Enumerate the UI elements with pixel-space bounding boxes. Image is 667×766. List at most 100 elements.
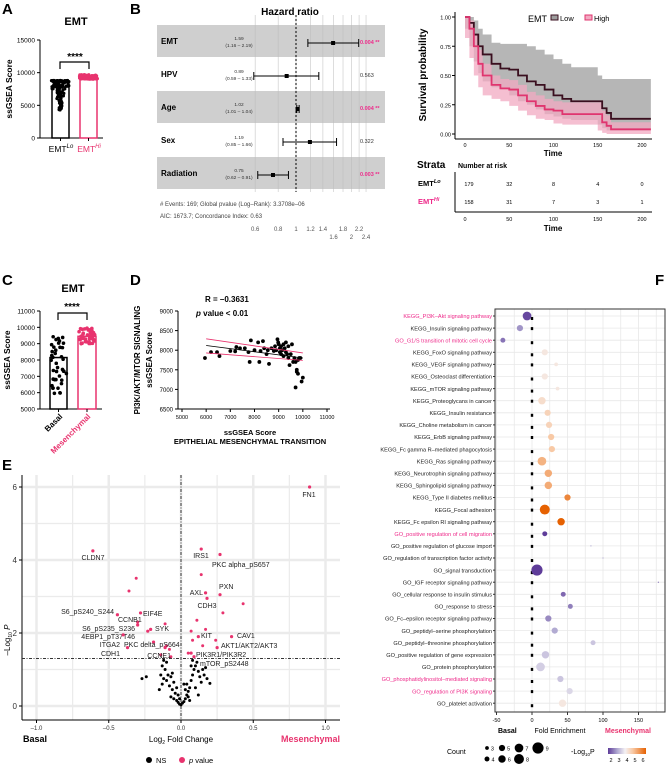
panel-d-plot: 6500 7000 7500 8000 8500 9000 5000 6000 7000 8000…: [160, 310, 335, 422]
forest-point: [295, 107, 300, 111]
category-name: EMT: [77, 144, 95, 154]
forest-x-tick-label: 1.6: [329, 235, 338, 241]
legend-p-rest: value: [193, 756, 213, 765]
data-point: [49, 358, 53, 363]
y-tick-label: 8000: [21, 358, 36, 365]
legend-p-swatch: [179, 757, 185, 763]
term-label: GO_signal transduction: [434, 568, 492, 574]
km-xlabel: Time: [544, 149, 563, 158]
zero-marker: [530, 617, 534, 621]
zero-marker: [530, 472, 534, 476]
point-label: CCNB1: [118, 617, 142, 624]
km-x-tick-label: 0: [463, 143, 466, 149]
enrichment-point: [554, 362, 558, 367]
panel-label-c: C: [2, 272, 13, 289]
zero-marker: [530, 353, 534, 357]
term-label: KEGG_PI3K–Akt signaling pathway: [403, 314, 492, 320]
data-point: [61, 341, 66, 345]
enrichment-point: [544, 469, 553, 478]
color-legend-tick: 5: [633, 758, 636, 764]
significant-point: [241, 602, 245, 606]
point-label: IRS1: [193, 553, 209, 560]
data-point: [83, 73, 87, 77]
significant-point: [149, 627, 153, 631]
xlabel-rest: Fold Change: [165, 735, 214, 744]
significant-point: [121, 633, 125, 637]
enrichment-right-label: Mesenchymal: [605, 728, 651, 735]
data-point: [53, 348, 58, 353]
risk-count: 4: [596, 182, 599, 188]
enrichment-point: [536, 662, 545, 672]
data-point: [51, 79, 55, 83]
zero-marker: [530, 690, 534, 694]
ns-point: [170, 671, 174, 675]
forest-ci-text: (1.01 – 1.04): [225, 109, 253, 115]
zero-marker: [530, 680, 534, 683]
ns-point: [160, 664, 164, 668]
term-label: KEGG_FoxO signaling pathway: [413, 351, 492, 357]
data-point: [59, 381, 64, 386]
data-point: [261, 339, 265, 344]
km-legend-swatch: [550, 14, 559, 21]
data-point: [58, 345, 62, 350]
enrichment-point: [566, 688, 573, 695]
risk-row-label: EMTLo: [418, 179, 441, 188]
enrichment-point: [548, 433, 555, 441]
y-tick-label: 7000: [21, 374, 36, 381]
data-point: [51, 368, 56, 373]
forest-x-tick-label: 0.6: [251, 227, 260, 233]
y-tick-label: 9000: [21, 341, 36, 348]
forest-hr-value: 0.75: [234, 168, 244, 174]
size-legend-label: 5: [507, 747, 510, 753]
size-legend-dot: [514, 743, 524, 753]
significant-point: [159, 653, 163, 657]
p-rest: value < 0.01: [201, 309, 249, 318]
ns-point: [159, 673, 163, 677]
ns-point: [166, 673, 170, 677]
forest-ci-text: (0.59 – 1.33): [225, 76, 253, 82]
point-label: SYK: [155, 626, 169, 633]
point-label: S6_pS240_S244: [61, 609, 114, 616]
size-legend-label: 8: [526, 758, 529, 764]
significant-point: [163, 622, 167, 626]
color-legend-gradient: [608, 748, 646, 754]
zero-marker: [530, 436, 534, 439]
enrichment-xlabel: Fold Enrichment: [535, 728, 586, 735]
data-point: [284, 340, 288, 345]
zero-marker: [530, 607, 534, 611]
x-tick-label: 7000: [224, 415, 236, 421]
forest-ci-text: (0.62 – 0.91): [225, 175, 253, 181]
zero-marker: [530, 581, 534, 585]
risk-count: 8: [552, 182, 555, 188]
data-point: [51, 87, 55, 91]
ns-point: [167, 684, 171, 688]
ns-point: [195, 660, 199, 664]
enrichment-point: [551, 627, 558, 634]
forest-ci-text: (0.85 – 1.66): [225, 142, 253, 148]
data-point: [233, 349, 238, 354]
data-point: [238, 346, 242, 351]
term-label: GO_peptidyl–serine phosphorylation: [402, 629, 493, 635]
data-point: [66, 82, 70, 86]
ns-point: [173, 691, 177, 695]
x-category-label: EMTHi: [77, 144, 101, 154]
panel-d-xlabel-2: EPITHELIAL MESENCHYMAL TRANSITION: [174, 437, 326, 446]
km-x-tick-label: 100: [549, 143, 558, 149]
enrichment-point: [555, 386, 560, 391]
point-label: mTOR_pS2448: [200, 661, 249, 668]
color-legend-rest: P: [590, 749, 595, 756]
data-point: [248, 338, 253, 343]
term-label: GO_regulation of PI3K signaling: [412, 689, 492, 695]
point-label: KIT: [201, 633, 213, 640]
point-label: 4EBP1_pT37T46: [81, 634, 135, 641]
x-category-label: EMTLo: [49, 144, 74, 154]
enrichment-point: [545, 615, 552, 622]
volcano-legend: NS p value: [146, 756, 213, 765]
bar-high: [79, 75, 98, 139]
enrichment-point: [542, 531, 548, 537]
data-point: [56, 341, 61, 345]
km-y-tick-label: 0.75: [440, 45, 451, 51]
significant-point: [138, 611, 143, 615]
xlabel-main: Log: [149, 735, 162, 744]
